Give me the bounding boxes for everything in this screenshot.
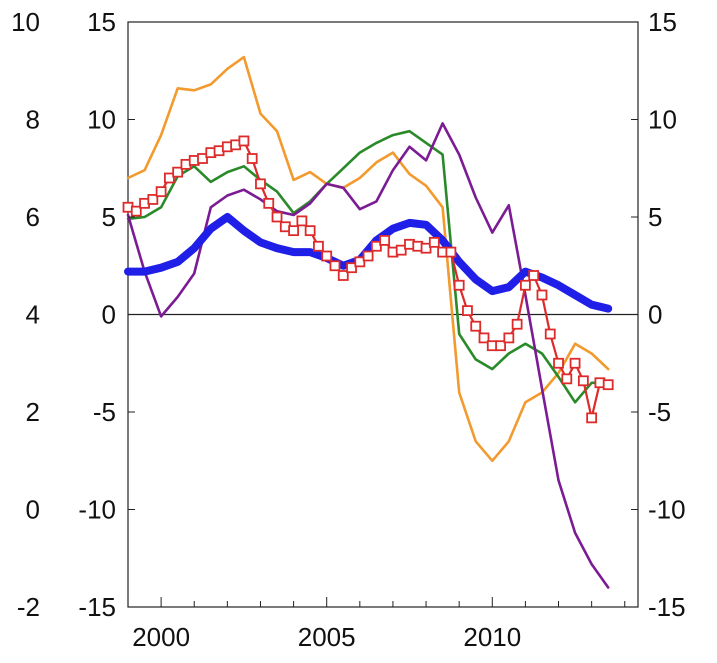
series-5-point <box>288 225 299 237</box>
y-right-tick-label: 0 <box>648 300 662 330</box>
series-line-4 <box>124 213 613 313</box>
series-5-point <box>321 250 333 262</box>
tick-label-group: 15 10 15 10 8 10 5 6 5 0 4 0 -5 2 -5 -10 0 -10 -15 -2 -15 200… <box>11 7 686 652</box>
y-left-outer-tick-label: 10 <box>11 7 40 37</box>
y-left-inner-tick-label: 15 <box>87 7 116 37</box>
series-line-3 <box>126 122 610 589</box>
x-tick-label: 2000 <box>132 622 190 652</box>
series-5-point <box>420 242 432 254</box>
series-5-point <box>453 279 465 291</box>
series-5-point <box>495 340 506 352</box>
series-5-point <box>553 357 564 369</box>
series-5-point <box>379 234 391 246</box>
series-5-point <box>511 318 523 330</box>
series-5-point <box>163 172 175 184</box>
series-5-point <box>172 166 184 178</box>
y-right-tick-label: -5 <box>648 397 671 427</box>
series-5-point <box>462 305 473 317</box>
y-right-tick-label: 5 <box>648 202 662 232</box>
series-5-point <box>561 373 573 385</box>
y-left-inner-tick-label: -15 <box>78 592 116 622</box>
series-5-point <box>395 244 407 256</box>
y-left-outer-tick-label: 4 <box>26 300 40 330</box>
series-5-point <box>354 256 366 268</box>
series-5-point <box>577 375 589 387</box>
y-left-outer-tick-label: 2 <box>26 397 40 427</box>
series-5-point <box>130 205 142 217</box>
x-tick-label: 2010 <box>463 622 521 652</box>
y-right-tick-label: -15 <box>648 592 686 622</box>
series-5-point <box>445 246 457 258</box>
y-left-inner-tick-label: -10 <box>78 495 116 525</box>
series-group <box>122 55 614 589</box>
y-left-inner-tick-label: -5 <box>93 397 116 427</box>
x-tick-label: 2005 <box>298 622 356 652</box>
series-5-point <box>197 153 208 164</box>
series-5-point <box>329 260 341 272</box>
series-5-point <box>528 270 540 281</box>
series-5-point <box>370 240 382 252</box>
series-5-point <box>503 332 515 344</box>
series-5-point <box>147 194 159 205</box>
y-left-outer-tick-label: -2 <box>17 592 40 622</box>
series-5-point <box>263 197 275 209</box>
y-left-inner-tick-label: 0 <box>102 300 116 330</box>
series-5-point <box>337 270 349 281</box>
series-line-1 <box>126 55 610 463</box>
series-5-point <box>602 379 614 391</box>
series-5-point <box>470 320 482 332</box>
series-5-point <box>346 262 357 274</box>
y-right-tick-label: -10 <box>648 495 686 525</box>
series-5-point <box>255 178 266 190</box>
y-left-inner-tick-label: 10 <box>87 105 116 135</box>
series-5-point <box>246 153 258 164</box>
y-left-outer-tick-label: 6 <box>26 202 40 232</box>
y-right-tick-label: 10 <box>648 105 677 135</box>
y-right-tick-label: 15 <box>648 7 677 37</box>
series-5-point <box>155 186 167 198</box>
y-left-outer-tick-label: 0 <box>26 495 40 525</box>
series-5-point <box>544 328 556 340</box>
series-5-point <box>271 211 283 223</box>
series-5-point <box>304 225 316 237</box>
series-5-point <box>428 236 440 248</box>
series-5-point <box>520 279 531 291</box>
tick-group <box>127 21 638 608</box>
series-line-2 <box>126 129 610 404</box>
series-5-point <box>296 215 308 227</box>
y-left-outer-tick-label: 8 <box>26 105 40 135</box>
series-5-point <box>313 240 324 252</box>
series-5-point <box>586 412 598 424</box>
series-5-point <box>536 289 548 301</box>
series-5-point <box>238 135 250 147</box>
y-left-inner-tick-label: 5 <box>102 202 116 232</box>
series-5-point <box>478 332 490 344</box>
series-5-point <box>569 357 581 369</box>
series-5-point <box>362 250 374 262</box>
